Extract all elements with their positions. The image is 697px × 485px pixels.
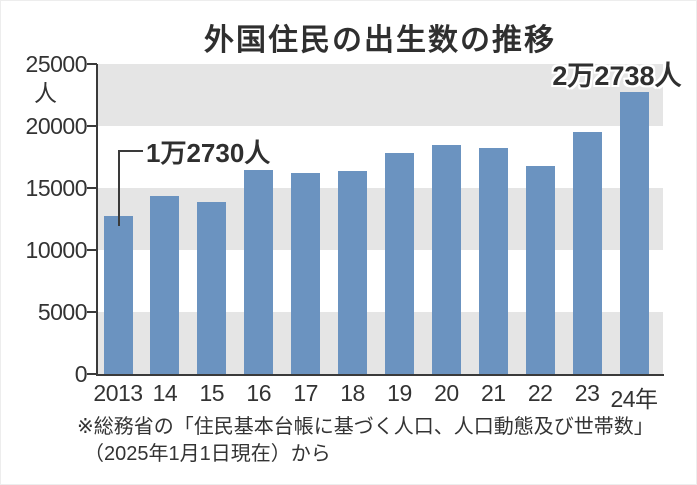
grid-band [97, 188, 663, 250]
chart-title: 外国住民の出生数の推移 [204, 24, 556, 57]
x-axis-label: 23 [574, 380, 600, 406]
y-axis-tick [87, 63, 97, 65]
x-axis-label: 24年 [610, 386, 658, 412]
x-axis-label: 20 [434, 380, 459, 406]
source-note-line2: （2025年1月1日現在）から [84, 443, 331, 465]
bar [384, 153, 414, 374]
x-axis-label: 17 [293, 380, 318, 406]
bar [103, 216, 133, 374]
grid-band [97, 64, 663, 126]
bar [244, 170, 274, 374]
bar [431, 144, 461, 374]
y-axis-label: 15000 [25, 175, 88, 201]
y-axis-unit-label: 人 [34, 80, 57, 106]
grid-band [97, 312, 663, 374]
annotation-leader-line [118, 150, 143, 226]
bar [150, 196, 180, 374]
bar [338, 170, 368, 374]
bar [619, 92, 649, 374]
annotation-label: 1万2730人 [146, 138, 271, 168]
x-axis-label: 14 [152, 380, 178, 406]
bar [291, 173, 321, 374]
y-axis-tick [87, 249, 97, 251]
y-axis-tick [87, 373, 97, 375]
x-axis-label: 15 [199, 380, 225, 406]
y-axis-label: 10000 [25, 237, 88, 263]
annotation-label: 2万2738人 [552, 61, 682, 91]
x-axis-label: 18 [340, 380, 365, 406]
bar [197, 201, 227, 374]
bar [525, 166, 555, 374]
y-axis-label: 20000 [25, 113, 88, 139]
y-axis-label: 5000 [37, 299, 88, 325]
y-axis-label: 25000 [25, 51, 88, 77]
bar [572, 131, 602, 374]
x-axis-label: 22 [527, 380, 553, 406]
axis-line-x [96, 374, 664, 376]
x-axis-label: 19 [387, 380, 412, 406]
x-axis-label: 16 [246, 380, 272, 406]
y-axis-tick [87, 187, 97, 189]
x-axis-label: 21 [480, 380, 506, 406]
x-axis-label: 2013 [93, 380, 143, 406]
source-note: ※総務省の「住民基本台帳に基づく人口、人口動態及び世帯数」 （2025年1月1日… [77, 414, 654, 468]
axis-line-y [96, 64, 98, 376]
y-axis-tick [87, 311, 97, 313]
source-note-line1: ※総務省の「住民基本台帳に基づく人口、人口動態及び世帯数」 [77, 416, 654, 438]
bar [478, 148, 508, 374]
y-axis-tick [87, 125, 97, 127]
y-axis-label: 0 [74, 361, 88, 387]
